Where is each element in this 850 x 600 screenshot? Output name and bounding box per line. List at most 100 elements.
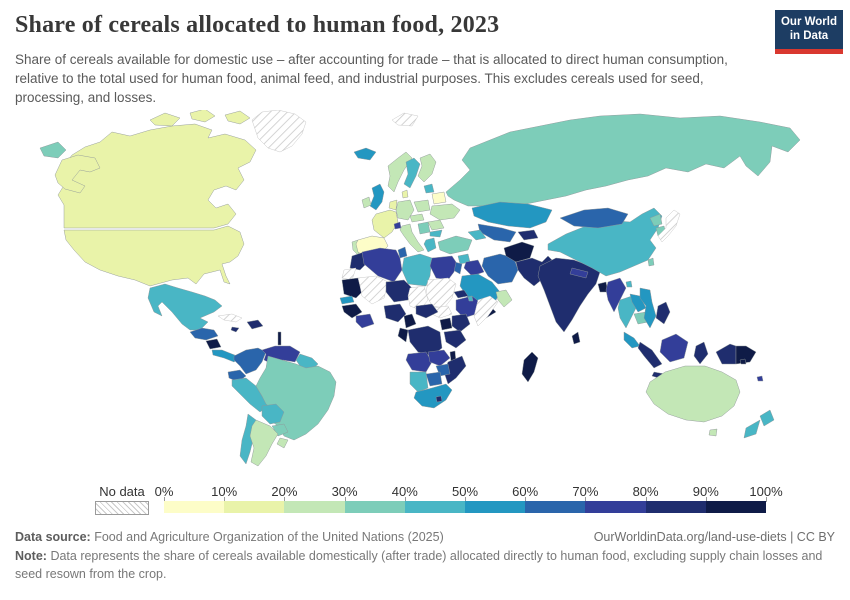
map-region-denmark[interactable] [401, 189, 409, 199]
map-region-madagascar[interactable] [521, 351, 539, 383]
legend-segment-20-30%[interactable] [284, 501, 345, 513]
legend-segment-90-100%[interactable] [705, 501, 767, 513]
legend-segment-60-70%[interactable] [525, 501, 586, 513]
map-region-djibouti[interactable] [467, 295, 474, 302]
map-region-tanzania[interactable] [443, 329, 467, 349]
legend-segment-40-50%[interactable] [404, 501, 466, 513]
map-region-cameroon[interactable] [403, 313, 417, 329]
map-region-central-african-republic[interactable] [415, 303, 439, 319]
map-region-tasmania[interactable] [708, 428, 718, 437]
legend-segment-70-80%[interactable] [585, 501, 646, 513]
map-region-sudan[interactable] [425, 277, 457, 309]
map-region-canada-arctic[interactable] [149, 112, 181, 127]
map-region-iraq[interactable] [463, 259, 485, 277]
map-region-new-zealand-north[interactable] [759, 409, 775, 427]
map-region-taiwan[interactable] [647, 257, 655, 267]
map-region-uzbekistan-turkmenistan[interactable] [477, 223, 517, 243]
map-region-hispaniola[interactable] [246, 319, 264, 330]
map-region-oman-uae[interactable] [495, 289, 513, 308]
map-region-solomon-islands[interactable] [739, 358, 747, 365]
map-region-botswana[interactable] [425, 371, 443, 387]
map-region-uruguay[interactable] [276, 437, 289, 449]
map-region-north-korea[interactable] [649, 213, 663, 227]
map-region-sweden[interactable] [403, 157, 421, 189]
map-region-myanmar[interactable] [605, 277, 627, 313]
map-region-romania[interactable] [427, 219, 445, 231]
map-region-australia[interactable] [645, 365, 741, 423]
map-region-canada[interactable] [57, 123, 257, 229]
map-region-afghanistan[interactable] [503, 241, 535, 263]
legend-segment-80-90%[interactable] [645, 501, 706, 513]
map-region-mauritania[interactable] [341, 277, 365, 299]
map-region-guinea[interactable] [341, 303, 363, 319]
map-region-india[interactable] [537, 257, 601, 333]
map-region-austria-czechia[interactable] [409, 213, 425, 223]
map-region-kenya[interactable] [451, 313, 471, 333]
map-region-iceland[interactable] [353, 147, 377, 161]
map-region-turkey[interactable] [437, 235, 473, 255]
map-region-baltics[interactable] [423, 183, 435, 194]
map-region-laos[interactable] [629, 293, 647, 313]
map-region-guatemala-honduras[interactable] [189, 327, 219, 341]
map-region-cuba[interactable] [217, 313, 243, 323]
map-region-colombia[interactable] [233, 347, 267, 375]
map-region-russia-chukotka[interactable] [39, 141, 67, 159]
map-region-hainan[interactable] [625, 280, 633, 288]
map-region-ivory-coast-ghana[interactable] [355, 313, 375, 329]
map-region-balkans[interactable] [417, 221, 431, 235]
map-region-sulawesi[interactable] [693, 341, 709, 365]
map-region-switzerland[interactable] [393, 221, 402, 230]
map-region-italy[interactable] [399, 223, 425, 253]
map-region-greenland[interactable] [251, 110, 307, 153]
no-data-swatch[interactable] [95, 501, 149, 515]
map-region-kazakhstan[interactable] [471, 201, 553, 229]
map-region-poland[interactable] [413, 199, 431, 213]
map-region-vietnam[interactable] [639, 287, 657, 329]
map-region-papua-new-guinea[interactable] [735, 345, 757, 365]
map-region-borneo[interactable] [659, 333, 689, 363]
map-region-ukraine[interactable] [429, 203, 461, 221]
map-region-france[interactable] [371, 209, 399, 239]
legend-segment-10-20%[interactable] [224, 501, 285, 513]
owid-logo[interactable]: Our World in Data [775, 10, 843, 54]
map-region-eritrea[interactable] [453, 289, 469, 299]
map-region-niger[interactable] [385, 279, 413, 303]
map-region-congo-gabon[interactable] [397, 327, 409, 343]
map-region-sri-lanka[interactable] [571, 331, 581, 345]
map-region-namibia[interactable] [409, 371, 429, 393]
map-region-mongolia[interactable] [559, 207, 629, 229]
map-region-lesotho[interactable] [435, 395, 443, 403]
map-region-fiji[interactable] [756, 375, 764, 382]
map-region-jamaica[interactable] [230, 326, 240, 333]
map-region-bolivia[interactable] [261, 403, 285, 425]
map-region-canada-arctic[interactable] [224, 110, 251, 125]
map-region-new-zealand-south[interactable] [743, 419, 761, 439]
map-region-somalia[interactable] [473, 295, 499, 327]
map-region-greece[interactable] [423, 237, 437, 253]
map-region-nicaragua[interactable] [205, 338, 222, 350]
map-region-canada-arctic[interactable] [189, 110, 216, 123]
map-region-south-africa[interactable] [413, 383, 453, 409]
map-region-belarus[interactable] [431, 191, 447, 205]
map-region-iran[interactable] [481, 253, 519, 285]
map-region-mali[interactable] [357, 275, 389, 305]
map-region-uganda[interactable] [439, 317, 453, 331]
map-region-kyrgyzstan-tajikistan[interactable] [517, 229, 539, 241]
map-region-nigeria[interactable] [383, 303, 407, 323]
map-region-uk[interactable] [369, 183, 385, 211]
map-region-zambia[interactable] [427, 349, 451, 367]
map-region-western-sahara[interactable] [341, 267, 357, 281]
map-region-libya[interactable] [401, 253, 433, 287]
map-region-germany[interactable] [395, 199, 415, 221]
map-region-senegal[interactable] [339, 295, 355, 305]
citation-link[interactable]: OurWorldinData.org/land-use-diets | CC B… [593, 530, 835, 544]
map-region-ireland[interactable] [361, 196, 372, 209]
map-region-caucasus[interactable] [467, 229, 487, 241]
map-region-russia[interactable] [445, 113, 801, 207]
map-region-bulgaria[interactable] [429, 229, 443, 238]
map-region-malaysia[interactable] [623, 331, 641, 349]
map-region-sumatra[interactable] [637, 341, 663, 369]
map-region-argentina[interactable] [249, 419, 279, 467]
map-region-svalbard[interactable] [391, 112, 419, 127]
map-region-usa[interactable] [63, 225, 245, 287]
